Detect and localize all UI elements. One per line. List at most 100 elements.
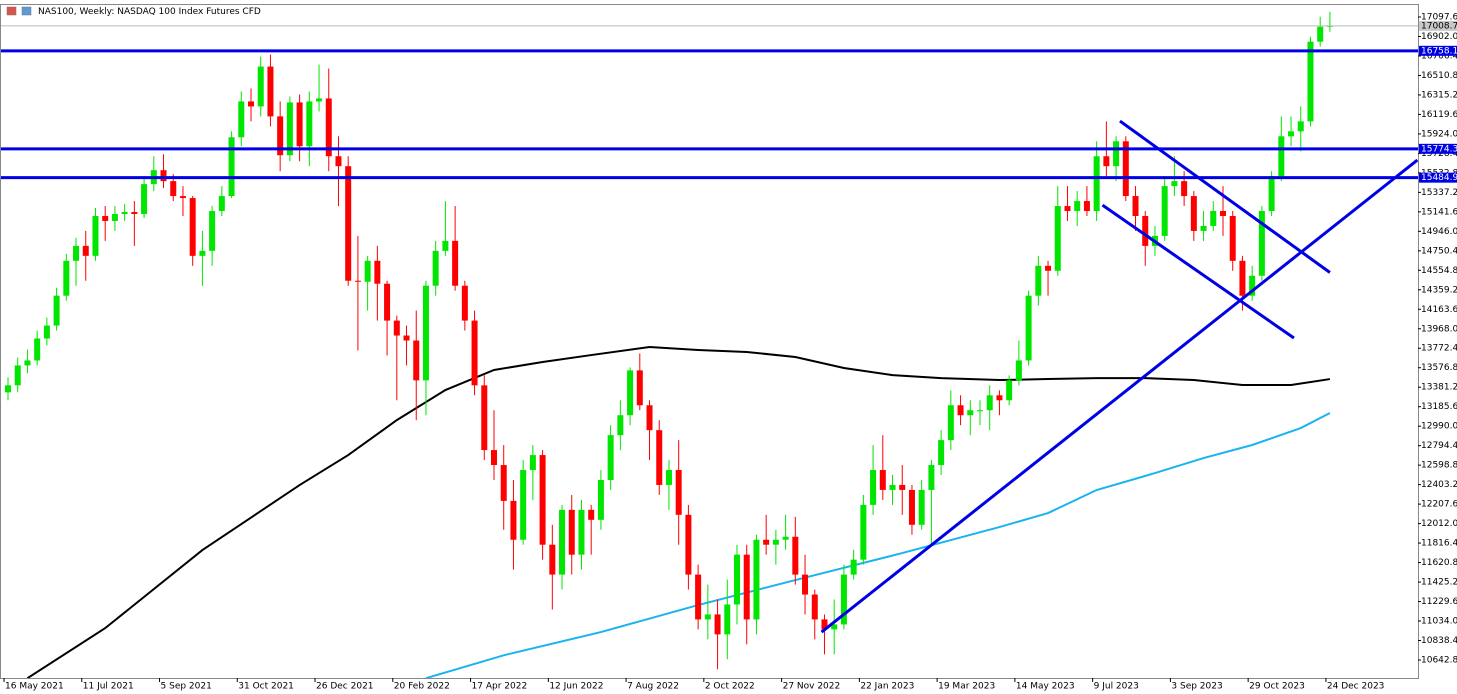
candle-body: [345, 166, 352, 281]
y-tick-label: 12794.4: [1421, 441, 1457, 451]
candle-body: [529, 455, 536, 471]
candle-body: [481, 385, 488, 451]
candle-body: [977, 410, 983, 412]
candle-body: [704, 614, 711, 620]
x-tick-label: 24 Dec 2023: [1327, 682, 1385, 692]
candle-body: [393, 320, 400, 336]
y-tick-label: 12403.2: [1421, 480, 1457, 490]
candle-body: [1239, 260, 1246, 296]
y-tick-label: 11620.8: [1421, 558, 1457, 568]
x-tick-label: 7 Aug 2022: [627, 682, 679, 692]
y-tick-label: 12598.8: [1421, 461, 1457, 471]
candle-body: [986, 395, 993, 411]
trendline: [820, 158, 1418, 634]
candle-body: [578, 509, 585, 555]
moving-average: [26, 345, 1331, 678]
candle-body: [831, 624, 838, 630]
candle-body: [627, 370, 634, 416]
candle-body: [1229, 215, 1236, 261]
candle-body: [1181, 181, 1188, 197]
candle-body: [189, 198, 196, 256]
y-tick-label: 15337.2: [1421, 188, 1457, 198]
candle-body: [559, 509, 566, 575]
candle-body: [597, 479, 604, 520]
candle-body: [73, 245, 80, 261]
y-tick-label: 16119.6: [1421, 110, 1457, 120]
candle-body: [1015, 360, 1022, 381]
candle-body: [1064, 206, 1071, 212]
candle-body: [870, 470, 877, 505]
plot-frame: [0, 4, 1419, 679]
candle-body: [432, 250, 439, 286]
candle-body: [782, 536, 789, 540]
candle-body: [218, 196, 225, 212]
candle-body: [724, 604, 731, 635]
x-tick-label: 17 Apr 2022: [472, 682, 528, 692]
candle-body: [1142, 215, 1149, 246]
x-tick-label: 9 Jul 2023: [1094, 682, 1139, 692]
icon: [21, 6, 32, 16]
x-tick-label: 27 Nov 2022: [783, 682, 841, 692]
x-tick-label: 22 Jan 2023: [860, 682, 914, 692]
current-price-box: [1419, 20, 1457, 31]
candle-body: [1161, 186, 1168, 236]
candle-body: [131, 212, 138, 215]
candle-body: [422, 285, 429, 381]
y-tick-label: 11034.0: [1421, 617, 1457, 627]
candle-body: [1190, 196, 1197, 231]
candle-body: [957, 405, 964, 416]
candle-body: [24, 360, 31, 366]
candle-body: [452, 240, 459, 286]
y-tick-label: 15141.6: [1421, 207, 1457, 217]
candle-body: [43, 325, 50, 339]
y-tick-label: 13381.2: [1421, 383, 1457, 393]
y-tick-label: 16315.2: [1421, 90, 1457, 100]
moving-average: [425, 412, 1331, 678]
candle-body: [1278, 136, 1285, 177]
candle-body: [1132, 196, 1139, 216]
candle-body: [500, 465, 507, 501]
candle-body: [277, 116, 284, 156]
level-label-box: [1419, 45, 1457, 56]
y-tick-label: 16902.0: [1421, 32, 1457, 42]
candle-body: [646, 405, 653, 431]
candle-body: [753, 539, 760, 620]
candle-body: [179, 196, 186, 199]
y-tick-label: 15728.4: [1421, 149, 1457, 159]
y-tick-label: 12012.0: [1421, 519, 1457, 529]
candle-body: [354, 280, 361, 282]
y-tick-label: 10642.8: [1421, 655, 1457, 665]
chart-title: NAS100, Weekly: NASDAQ 100 Index Futures…: [38, 7, 261, 17]
level-label-box: [1419, 172, 1457, 183]
y-tick-label: 16706.4: [1421, 51, 1457, 61]
trendline: [1119, 119, 1331, 274]
candle-body: [588, 509, 595, 520]
y-tick-label: 14359.2: [1421, 285, 1457, 295]
candle-body: [1210, 211, 1217, 226]
candle-body: [520, 470, 527, 540]
candle-body: [248, 101, 254, 107]
candle-body: [82, 245, 89, 256]
y-tick-label: 13185.6: [1421, 402, 1457, 412]
x-tick-label: 16 May 2021: [5, 682, 64, 692]
title-icons: [6, 6, 32, 16]
candle-body: [656, 430, 663, 485]
candle-body: [734, 554, 740, 605]
candle-body: [908, 489, 915, 525]
candle-body: [403, 335, 410, 341]
candle-body: [1122, 141, 1129, 197]
candle-body: [63, 260, 70, 296]
candle-body: [1220, 211, 1226, 216]
x-tick-label: 31 Oct 2021: [238, 682, 294, 692]
candle-body: [899, 484, 906, 490]
current-price-label: 17008.7: [1421, 21, 1457, 31]
candle-body: [714, 614, 721, 635]
candle-body: [442, 240, 449, 251]
candle-body: [685, 514, 692, 575]
x-tick-label: 19 Mar 2023: [938, 682, 995, 692]
candle-body: [539, 455, 546, 545]
candle-body: [1083, 201, 1090, 212]
candle-body: [384, 283, 391, 321]
candle-body: [306, 101, 313, 147]
